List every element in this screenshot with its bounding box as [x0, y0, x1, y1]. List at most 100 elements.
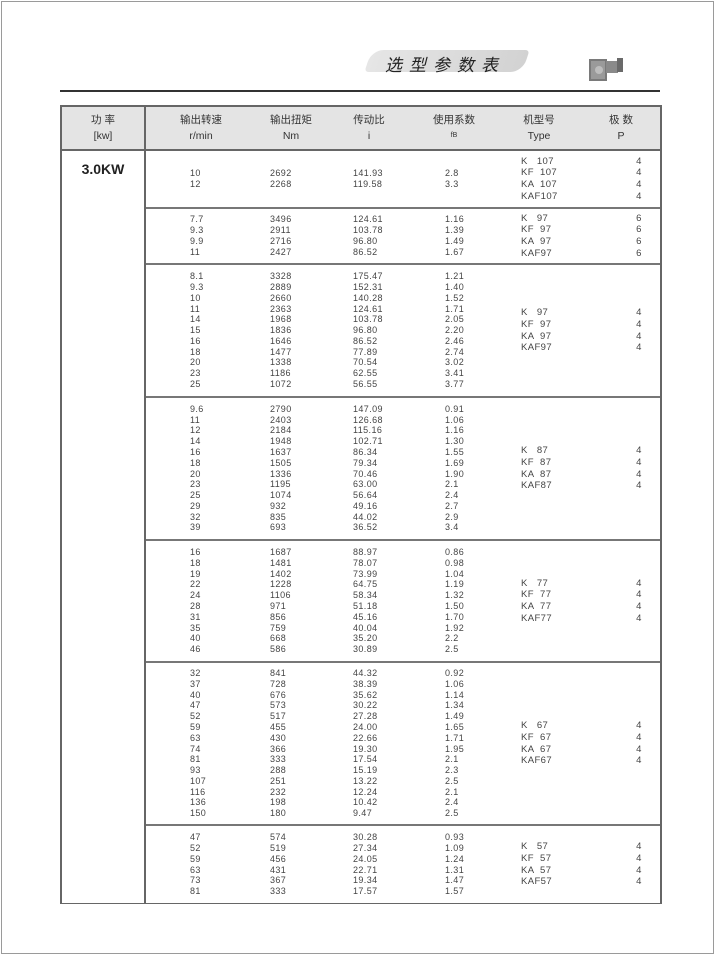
models-value: KF 67	[521, 731, 552, 743]
ratio-value: 70.54	[353, 357, 378, 368]
poles-value: 6	[636, 212, 642, 224]
models-column: K 67 KF 67 KA 67 KAF67	[521, 720, 619, 766]
poles-value: 4	[636, 589, 642, 601]
models-value: KF 107	[521, 167, 558, 179]
speed-column: 10 12	[146, 168, 270, 190]
fb-value: 1.06	[445, 678, 465, 689]
fb-value: 1.67	[445, 246, 465, 257]
column-header: 使用系数 fB	[412, 107, 496, 149]
torque-value: 1481	[270, 557, 292, 568]
poles-value: 4	[636, 601, 642, 612]
ratio-value: 36.52	[353, 522, 378, 533]
torque-value: 932	[270, 500, 287, 511]
poles-value: 4	[636, 755, 642, 767]
torque-value: 366	[270, 743, 287, 754]
fb-value: 2.1	[445, 479, 459, 490]
speed-column: 8.1 9.3 10 11 14 15 16 18 20 23 25	[146, 271, 270, 390]
speed-value: 23	[190, 368, 201, 379]
torque-value: 1505	[270, 457, 292, 468]
ratio-value: 175.47	[353, 271, 383, 282]
ratio-value: 40.04	[353, 622, 378, 633]
fb-column: 0.92 1.06 1.14 1.34 1.49 1.65 1.71 1.95 2.1 2.3 2.…	[445, 668, 521, 819]
torque-value: 1948	[270, 436, 292, 447]
speed-value: 107	[190, 775, 207, 786]
fb-value: 1.06	[445, 414, 465, 425]
poles-value: 4	[636, 468, 642, 480]
torque-value: 2660	[270, 292, 292, 303]
speed-column: 7.7 9.3 9.9 11	[146, 214, 270, 257]
torque-value: 1338	[270, 357, 292, 368]
column-header-en: r/min	[189, 130, 213, 142]
fb-value: 2.4	[445, 490, 459, 501]
speed-value: 14	[190, 314, 201, 325]
torque-value: 2790	[270, 403, 292, 414]
torque-value: 2716	[270, 236, 292, 246]
torque-value: 180	[270, 808, 287, 819]
poles-value: 6	[636, 247, 642, 259]
torque-value: 856	[270, 611, 287, 622]
torque-value: 519	[270, 842, 287, 853]
torque-value: 668	[270, 633, 287, 644]
models-column: K 107 KF 107 KA 107 KAF107	[521, 156, 619, 202]
torque-value: 333	[270, 754, 287, 765]
poles-value: 4	[636, 342, 642, 354]
poles-value: 4	[636, 456, 642, 468]
models-value: K 107	[521, 155, 554, 167]
speed-value: 31	[190, 611, 201, 622]
ratio-value: 119.58	[353, 179, 383, 189]
fb-value: 1.57	[445, 886, 465, 897]
ratio-value: 27.34	[353, 842, 378, 853]
fb-value: 3.4	[445, 522, 459, 533]
models-value: K 67	[521, 720, 549, 732]
fb-value: 1.55	[445, 446, 465, 457]
column-header: 输出转速 r/min	[146, 107, 256, 149]
fb-value: 2.8	[445, 168, 459, 179]
fb-value: 2.05	[445, 314, 465, 325]
poles-value: 4	[636, 190, 642, 202]
torque-value: 333	[270, 886, 287, 897]
speed-value: 25	[190, 490, 201, 501]
column-header-cn: 输出转速	[180, 114, 222, 126]
ratio-value: 147.09	[353, 403, 383, 414]
ratio-value: 77.89	[353, 346, 378, 357]
speed-value: 37	[190, 678, 201, 689]
column-header-cn: 输出扭矩	[270, 114, 312, 126]
ratio-value: 17.54	[353, 754, 378, 765]
speed-value: 136	[190, 797, 207, 808]
fb-value: 1.71	[445, 732, 465, 743]
column-header-cn: 使用系数	[433, 114, 475, 126]
ratio-value: 56.55	[353, 379, 378, 390]
models-value: KA 107	[521, 179, 558, 190]
torque-value: 759	[270, 622, 287, 633]
speed-value: 23	[190, 479, 201, 490]
torque-value: 232	[270, 786, 287, 797]
torque-value: 2427	[270, 246, 292, 257]
speed-value: 39	[190, 522, 201, 533]
models-value: KA 87	[521, 468, 552, 480]
models-value: KA 67	[521, 743, 552, 755]
torque-value: 367	[270, 875, 287, 886]
torque-value: 586	[270, 644, 287, 655]
models-column: K 87 KF 87 KA 87 KAF87	[521, 445, 619, 491]
speed-value: 16	[190, 547, 201, 558]
models-value: KAF97	[521, 342, 553, 354]
speed-column: 32 37 40 47 52 59 63 74 81 93 107 116 136 150	[146, 668, 270, 819]
speed-value: 74	[190, 743, 201, 754]
speed-value: 16	[190, 446, 201, 457]
speed-value: 40	[190, 689, 201, 700]
table-block: 16 18 19 22 24 28 31 35 40 46 1687 1481 1402 1228 1106…	[146, 541, 660, 663]
models-value: K 57	[521, 841, 549, 853]
models-column: K 97 KF 97 KA 97 KAF97	[521, 213, 619, 259]
selection-table: 功 率 [kw] 输出转速 r/min 输出扭矩 Nm 传动比 i 使用系数 fB 机型号 Type 极…	[60, 105, 662, 904]
torque-value: 693	[270, 522, 287, 533]
speed-value: 81	[190, 886, 201, 897]
speed-value: 32	[190, 667, 201, 678]
column-header-en: Nm	[282, 130, 300, 142]
fb-value: 2.4	[445, 797, 459, 808]
speed-value: 35	[190, 622, 201, 633]
models-column: K 77 KF 77 KA 77 KAF77	[521, 578, 619, 624]
fb-value: 0.93	[445, 832, 465, 843]
table-block: 9.6 11 12 14 16 18 20 23 25 29 32 39 2790 2403 2184 194…	[146, 398, 660, 541]
ratio-value: 24.00	[353, 721, 378, 732]
